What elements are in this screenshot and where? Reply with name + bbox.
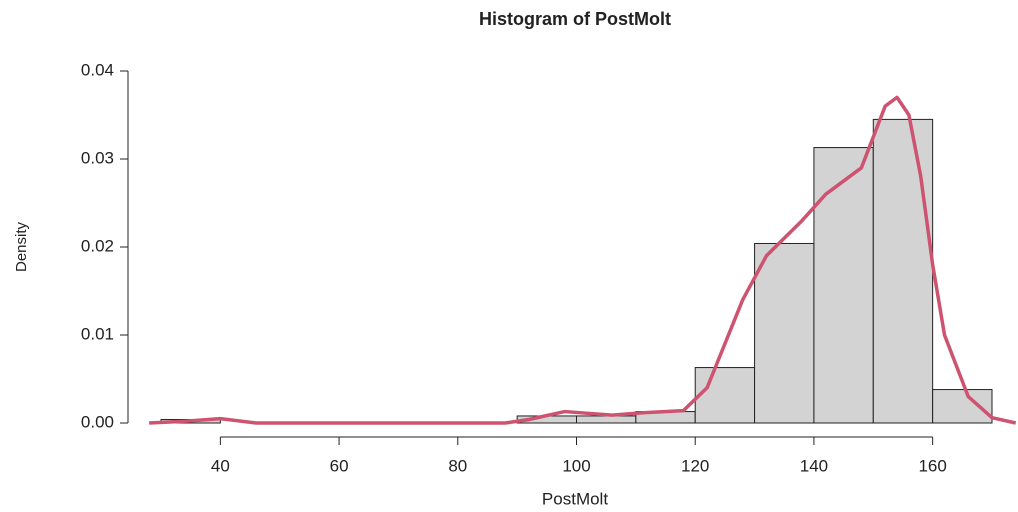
bar: [932, 389, 993, 424]
bar: [576, 415, 637, 424]
y-tick-label: 0.02: [81, 236, 114, 255]
bar: [813, 147, 874, 424]
y-tick-label: 0.04: [81, 60, 114, 79]
y-axis-label: Density: [13, 221, 30, 272]
x-axis-label: PostMolt: [542, 489, 608, 508]
x-tick-label: 60: [330, 456, 349, 475]
x-tick-label: 120: [681, 456, 709, 475]
bar: [872, 118, 934, 424]
chart-title: Histogram of PostMolt: [479, 9, 671, 29]
x-tick-label: 100: [562, 456, 590, 475]
bar: [754, 242, 815, 424]
y-tick-label: 0.03: [81, 148, 114, 167]
x-tick-label: 160: [918, 456, 946, 475]
density-line: [149, 95, 1017, 425]
y-tick-label: 0.01: [81, 324, 114, 343]
x-tick-label: 40: [211, 456, 230, 475]
x-tick-label: 140: [800, 456, 828, 475]
x-tick-label: 80: [448, 456, 467, 475]
y-tick-label: 0.00: [81, 412, 114, 431]
bar: [694, 367, 756, 424]
